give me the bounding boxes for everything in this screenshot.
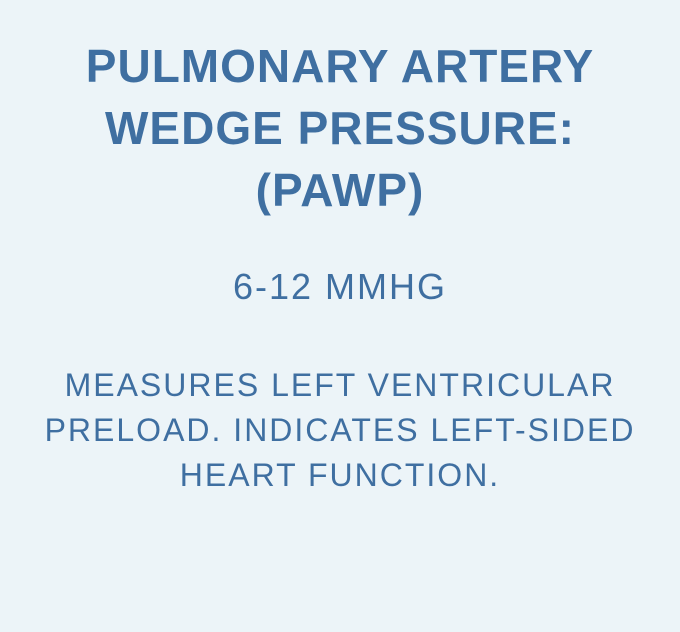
card-description: MEASURES LEFT VENTRICULAR PRELOAD. INDIC… [30,363,650,497]
card-title: PULMONARY ARTERY WEDGE PRESSURE: (PAWP) [30,35,650,221]
card-value: 6-12 MMHG [233,266,447,308]
